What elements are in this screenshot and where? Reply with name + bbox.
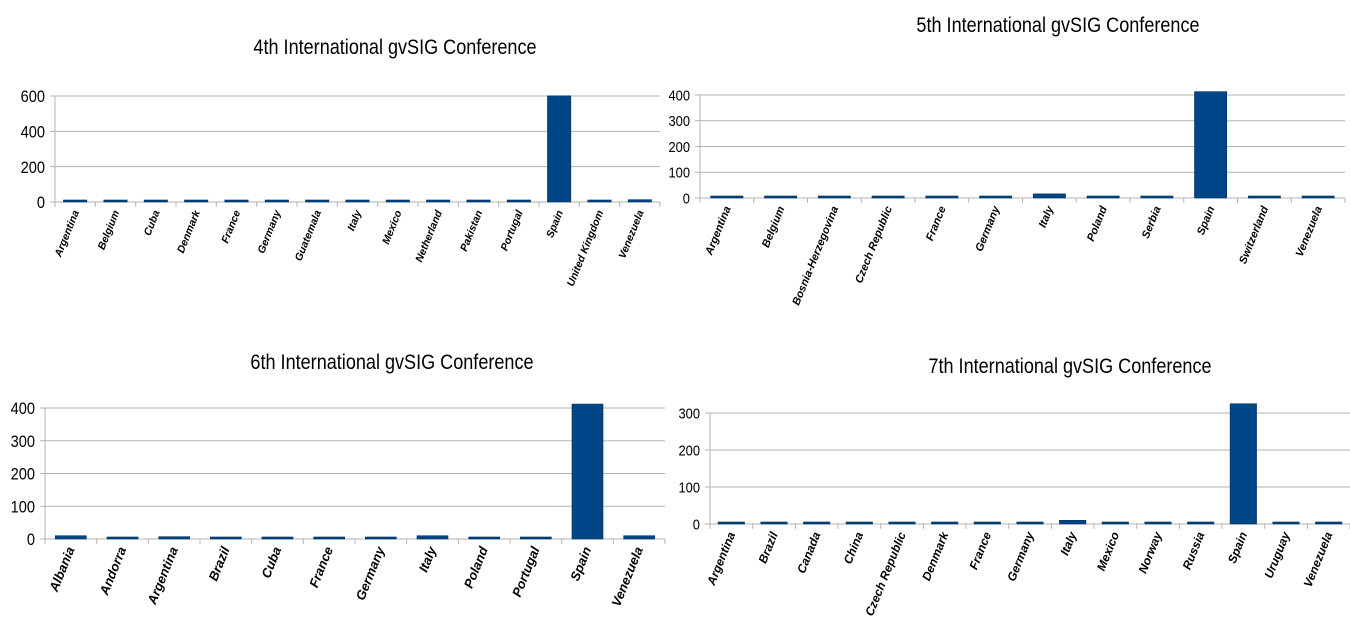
bar-netherland	[426, 199, 451, 203]
bar-brazil	[760, 521, 788, 525]
y-tick-label: 100	[11, 498, 36, 516]
y-tick-label: 300	[679, 404, 701, 421]
bar-germany	[1016, 521, 1044, 525]
bar-denmark	[931, 521, 959, 525]
bar-denmark	[184, 199, 209, 203]
bar-mexico	[385, 199, 410, 203]
bar-cuba	[261, 536, 294, 540]
bar-canada	[803, 521, 831, 525]
bar-pakistan	[466, 199, 491, 203]
bar-mexico	[1101, 521, 1129, 525]
x-tick-label: Italy	[1057, 529, 1079, 558]
y-tick-label: 100	[669, 164, 691, 181]
bar-belgium	[103, 199, 128, 203]
bar-spain	[1194, 91, 1228, 199]
bar-czech-republic	[871, 195, 905, 199]
chart-title-4th: 4th International gvSIG Conference	[253, 36, 537, 59]
x-tick-label: Czech Republic	[862, 530, 909, 618]
bar-spain	[1229, 403, 1257, 525]
bar-germany	[979, 195, 1013, 199]
bar-brazil	[210, 536, 242, 540]
bar-germany	[264, 199, 289, 203]
bar-cuba	[143, 199, 168, 203]
x-tick-label: Russia	[1180, 530, 1208, 572]
bar-france	[313, 536, 345, 540]
bar-argentina	[710, 195, 744, 199]
bar-portugal	[506, 199, 531, 203]
bar-france	[925, 195, 959, 199]
bar-uruguay	[1272, 521, 1300, 525]
x-tick-label: Brazil	[756, 529, 781, 565]
bar-spain	[571, 403, 604, 540]
x-tick-label: Uruguay	[1262, 529, 1294, 581]
x-tick-label: Germany	[1004, 529, 1037, 584]
y-tick-label: 200	[679, 441, 701, 458]
bar-andorra	[106, 536, 139, 540]
bar-belgium	[764, 195, 798, 199]
bar-italy	[1032, 193, 1066, 199]
bar-france	[973, 521, 1001, 525]
y-tick-label: 100	[679, 478, 701, 495]
bar-switzerland	[1247, 195, 1281, 199]
bar-czech-republic	[888, 521, 916, 525]
bar-venezuela	[1301, 195, 1335, 199]
x-tick-label: Canada	[794, 530, 823, 576]
bar-serbia	[1140, 195, 1174, 199]
bar-italy	[416, 535, 449, 540]
bar-france	[224, 199, 249, 203]
bar-bosnia-herzegovina	[817, 195, 851, 199]
bar-venezuela	[627, 199, 652, 203]
bar-venezuela	[623, 535, 655, 540]
x-tick-label: Denmark	[919, 529, 952, 583]
y-tick-label: 300	[669, 112, 691, 129]
bar-portugal	[520, 536, 552, 540]
chart-title-5th: 5th International gvSIG Conference	[916, 14, 1200, 37]
chart-title-6th: 6th International gvSIG Conference	[250, 351, 534, 374]
bar-united-kingdom	[587, 199, 612, 203]
x-tick-label: Argentina	[704, 530, 738, 588]
bar-russia	[1187, 521, 1215, 525]
bar-argentina	[63, 199, 88, 203]
x-tick-label: China	[841, 530, 867, 566]
y-tick-label: 0	[37, 194, 45, 212]
bar-poland	[1086, 195, 1120, 199]
y-tick-label: 200	[11, 466, 36, 484]
bar-argentina	[158, 536, 190, 540]
x-tick-label: France	[966, 530, 994, 572]
y-tick-label: 400	[669, 86, 691, 103]
bar-norway	[1144, 521, 1172, 525]
bar-poland	[468, 536, 500, 540]
bar-china	[845, 521, 873, 525]
bar-venezuela	[1315, 521, 1343, 525]
y-tick-label: 200	[21, 159, 46, 177]
x-tick-label: Norway	[1136, 529, 1166, 576]
bar-albania	[55, 535, 87, 540]
x-tick-label: Spain	[1225, 530, 1250, 566]
chart-title-7th: 7th International gvSIG Conference	[928, 355, 1212, 378]
y-tick-label: 600	[21, 88, 46, 106]
bar-italy	[1059, 519, 1087, 525]
x-tick-label: Venezuela	[1301, 530, 1336, 590]
bar-guatemala	[305, 199, 330, 203]
y-tick-label: 0	[683, 189, 690, 206]
bar-germany	[365, 536, 397, 540]
bar-argentina	[717, 521, 745, 525]
y-tick-label: 200	[669, 138, 691, 155]
y-tick-label: 300	[11, 433, 36, 451]
bar-spain	[547, 95, 572, 203]
y-tick-label: 400	[11, 400, 36, 418]
y-tick-label: 0	[27, 531, 35, 549]
bar-italy	[345, 199, 370, 203]
y-tick-label: 0	[693, 515, 700, 532]
y-tick-label: 400	[21, 124, 46, 142]
x-tick-label: Mexico	[1094, 530, 1122, 573]
